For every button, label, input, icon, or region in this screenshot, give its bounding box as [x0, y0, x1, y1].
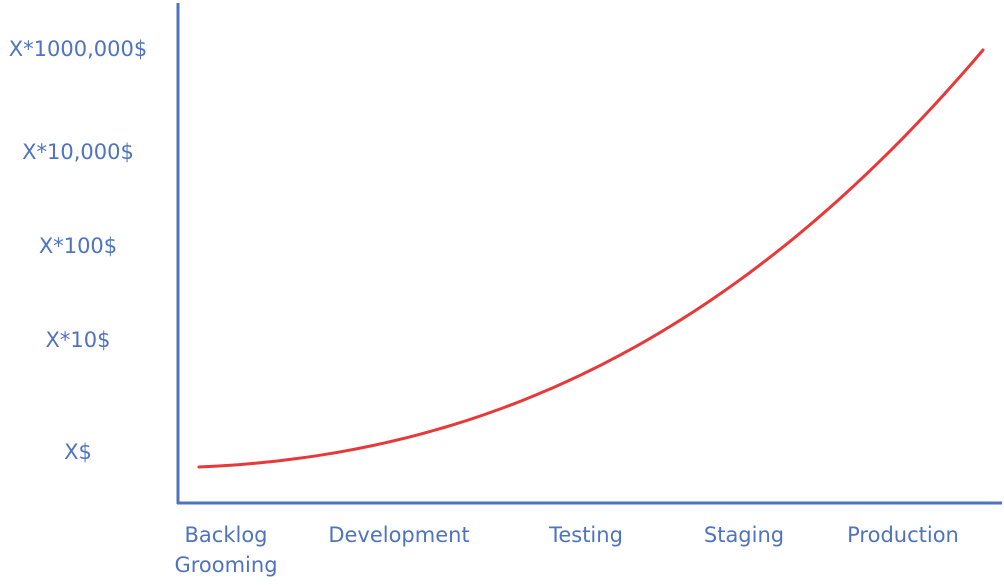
x-tick-label: Backlog Grooming — [174, 523, 277, 577]
x-tick-label: Testing — [548, 523, 623, 547]
y-tick-label: X*1000,000$ — [9, 37, 147, 61]
y-tick-label: X*100$ — [39, 234, 117, 258]
cost-curve-line — [197, 48, 985, 469]
x-tick-labels: Backlog Grooming Development Testing Staging… — [174, 523, 958, 577]
y-tick-label: X*10$ — [46, 328, 111, 352]
y-tick-label: X*10,000$ — [22, 140, 134, 164]
y-tick-labels: X$ X*10$ X*100$ X*10,000$ X*1000,000$ — [9, 37, 147, 464]
y-tick-label: X$ — [64, 440, 92, 464]
x-tick-label: Production — [847, 523, 959, 547]
x-tick-label: Staging — [704, 523, 784, 547]
x-tick-label: Development — [328, 523, 469, 547]
